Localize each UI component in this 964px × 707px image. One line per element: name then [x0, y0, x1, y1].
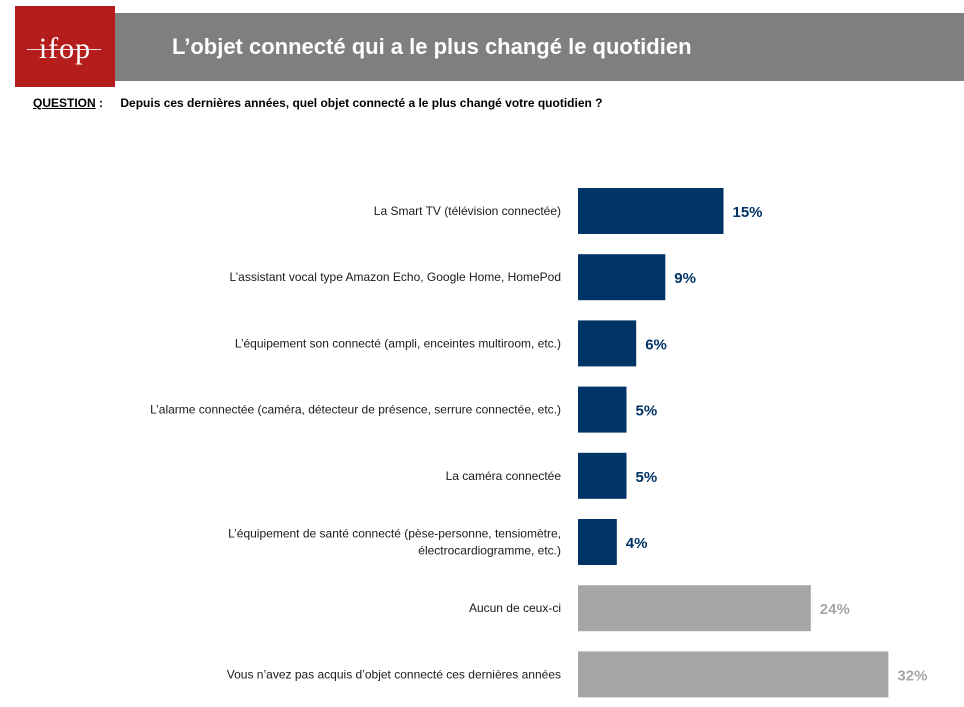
value-label-2: 6%: [645, 336, 667, 353]
bar-2: [578, 320, 637, 367]
bar-1: [578, 254, 666, 301]
question-text: Depuis ces dernières années, quel objet …: [120, 96, 603, 110]
value-label-7: 32%: [897, 667, 927, 684]
value-label-0: 15%: [733, 204, 763, 221]
bar-4: [578, 452, 627, 499]
bar-5: [578, 519, 617, 565]
value-label-4: 5%: [636, 469, 658, 486]
category-label-0: La Smart TV (télévision connectée): [374, 204, 561, 218]
category-label-2: L’équipement son connecté (ampli, encein…: [235, 336, 561, 350]
question-colon: :: [95, 96, 104, 110]
value-label-5: 4%: [626, 535, 648, 552]
bar-3: [578, 386, 627, 433]
category-label-4: La caméra connectée: [446, 469, 562, 483]
header-band: [15, 13, 964, 81]
value-label-6: 24%: [820, 601, 850, 618]
page-title: L’objet connecté qui a le plus changé le…: [172, 34, 692, 59]
bar-6: [578, 585, 811, 632]
category-label-3: L’alarme connectée (caméra, détecteur de…: [150, 403, 561, 417]
logo-underline: [27, 49, 101, 50]
logo-text: ifop: [38, 32, 92, 65]
question-label: QUESTION: [33, 96, 96, 110]
category-label-6: Aucun de ceux-ci: [469, 601, 561, 615]
category-label-1: L’assistant vocal type Amazon Echo, Goog…: [229, 270, 561, 284]
category-label-7: Vous n’avez pas acquis d’objet connecté …: [227, 667, 561, 681]
category-label-5-line-1: électrocardiogramme, etc.): [418, 544, 561, 558]
bar-0: [578, 188, 724, 234]
bar-7: [578, 651, 889, 698]
question-row: QUESTION : Depuis ces dernières années, …: [33, 96, 603, 110]
ifop-logo: ifop: [15, 6, 115, 87]
value-label-1: 9%: [674, 270, 696, 287]
category-label-5-line-0: L’équipement de santé connecté (pèse-per…: [228, 527, 561, 541]
value-label-3: 5%: [636, 403, 658, 420]
